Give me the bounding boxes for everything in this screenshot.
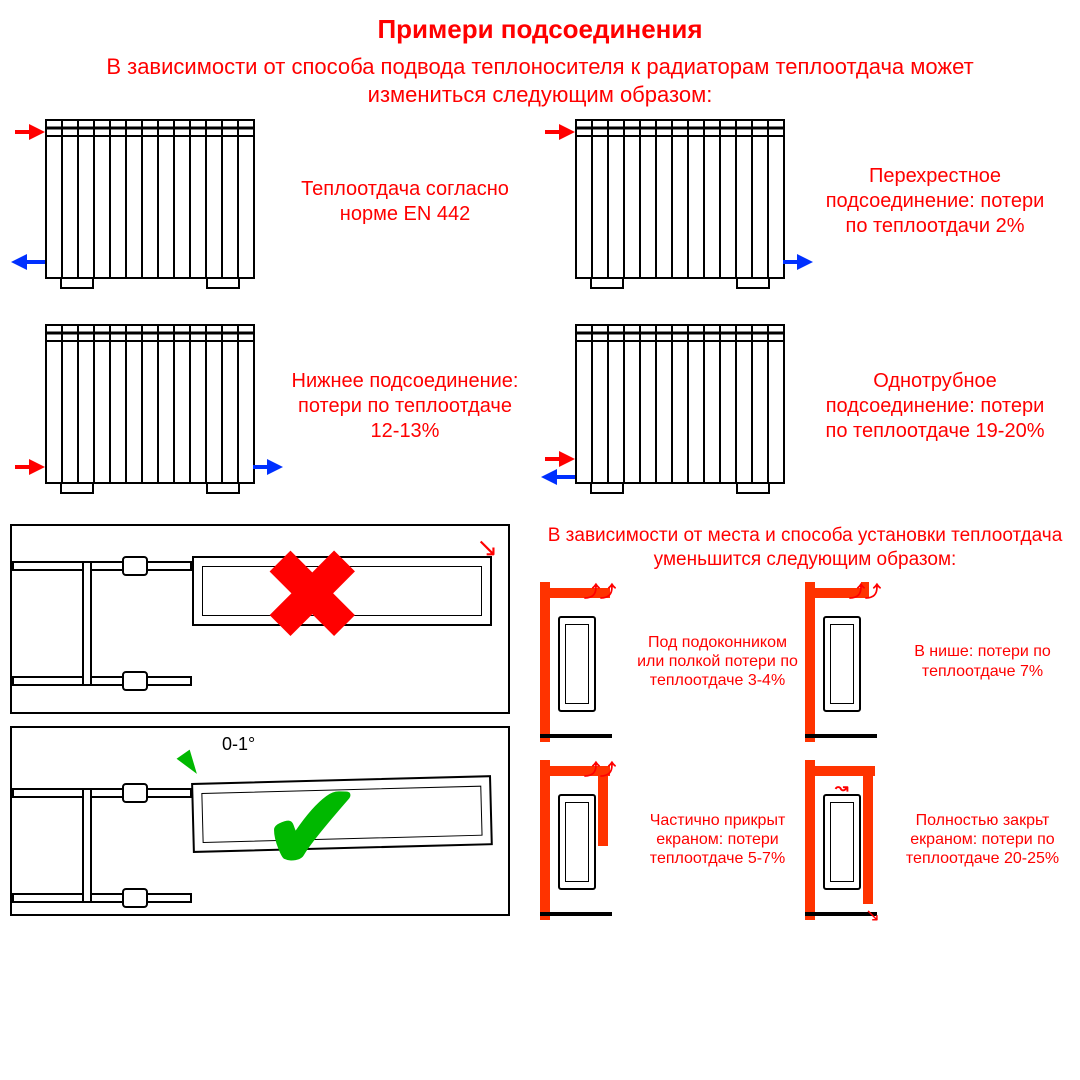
connection-caption: Нижнее подсоединение: потери по теплоотд… (275, 369, 535, 444)
installation-note: В зависимости от места и способа установ… (540, 524, 1070, 582)
heat-arrow-icon: ⤴⤴ (849, 578, 881, 602)
outflow-arrow-icon: ↘ (865, 905, 880, 926)
radiator-diagram (15, 114, 275, 289)
slope-wrong-panel: ✖↘ (10, 524, 510, 714)
slope-correct-panel: ✔ 0-1° (10, 726, 510, 916)
cold-arrow-icon (267, 459, 283, 475)
radiator-diagram (15, 319, 275, 494)
install-diagram-partial: ⤴⤴ (540, 760, 630, 920)
correct-check-icon: ✔ (262, 768, 363, 888)
connection-caption: Перехрестное подсоединение: потери по те… (805, 164, 1065, 239)
page-title: Примери подсоединения (0, 0, 1080, 45)
angle-label: 0-1° (222, 734, 255, 755)
hot-arrow-icon (559, 124, 575, 140)
heat-arrow-icon: ⤴⤴ (584, 578, 616, 602)
hot-arrow-icon (29, 124, 45, 140)
install-diagram-full: ↘↝ (805, 760, 895, 920)
connection-en442: Теплоотдача согласно норме EN 442 (15, 114, 535, 289)
install-full: ↘↝Полностью закрьт екраном: потери по те… (805, 760, 1070, 920)
install-caption: Частично прикрыт екраном: потери теплоот… (630, 811, 805, 869)
radiator-diagram (545, 114, 805, 289)
install-caption: В нише: потери по теплоотдаче 7% (895, 642, 1070, 680)
connection-single-pipe: Однотрубное подсоединение: потери по теп… (545, 319, 1065, 494)
cold-arrow-icon (797, 254, 813, 270)
slope-down-arrow-icon: ↘ (476, 532, 498, 563)
install-partial: ⤴⤴Частично прикрыт екраном: потери тепло… (540, 760, 805, 920)
install-caption: Под подоконником или полкой потери по те… (630, 633, 805, 691)
heat-arrow-icon: ↝ (835, 778, 848, 798)
page-subtitle: В зависимости от способа подвода теплоно… (0, 45, 1080, 114)
installation-grid: ⤴⤴Под подоконником или полкой потери по … (540, 582, 1070, 938)
install-niche: ⤴⤴В нише: потери по теплоотдаче 7% (805, 582, 1070, 742)
connection-cross: Перехрестное подсоединение: потери по те… (545, 114, 1065, 289)
cold-arrow-icon (11, 254, 27, 270)
connection-bottom: Нижнее подсоединение: потери по теплоотд… (15, 319, 535, 494)
heat-arrow-icon: ⤴⤴ (584, 756, 616, 780)
angle-pointer-arrow-icon (177, 750, 204, 779)
install-diagram-niche: ⤴⤴ (805, 582, 895, 742)
cold-arrow-tail (27, 260, 45, 264)
radiator-diagram (545, 319, 805, 494)
installation-column: В зависимости от места и способа установ… (530, 524, 1070, 938)
connection-caption: Однотрубное подсоединение: потери по теп… (805, 369, 1065, 444)
slope-column: ✖↘ ✔0-1° (10, 524, 530, 938)
install-sill: ⤴⤴Под подоконником или полкой потери по … (540, 582, 805, 742)
cold-arrow-icon (541, 469, 557, 485)
hot-arrow-icon (559, 451, 575, 467)
hot-arrow-icon (29, 459, 45, 475)
connection-caption: Теплоотдача согласно норме EN 442 (275, 177, 535, 227)
install-diagram-sill: ⤴⤴ (540, 582, 630, 742)
wrong-x-icon: ✖ (262, 536, 363, 656)
cold-arrow-tail (557, 475, 575, 479)
connections-grid: Теплоотдача согласно норме EN 442 Перехре… (0, 114, 1080, 524)
lower-section: ✖↘ ✔0-1° В зависимости от места и способ… (0, 524, 1080, 938)
install-caption: Полностью закрьт екраном: потери по тепл… (895, 811, 1070, 869)
